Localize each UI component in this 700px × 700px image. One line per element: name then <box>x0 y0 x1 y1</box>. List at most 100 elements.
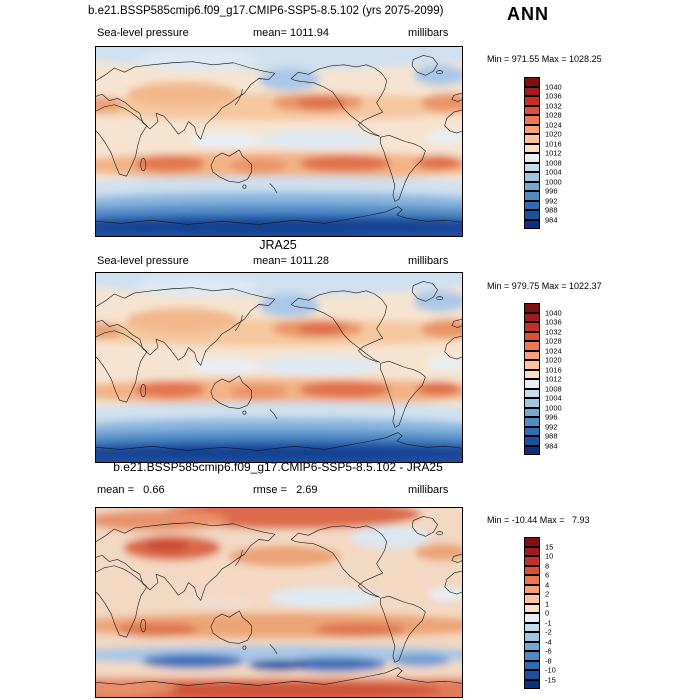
colorbar-box <box>524 546 540 556</box>
colorbar-box <box>524 115 540 125</box>
colorbar-tick-label: 984 <box>545 441 558 450</box>
colorbar-tick-label: -2 <box>545 627 552 637</box>
colorbar-box <box>524 388 540 398</box>
colorbar-tick-label: 1032 <box>545 101 562 110</box>
colorbar-box <box>524 584 540 594</box>
case-title: b.e21.BSSP585cmip6.f09_g17.CMIP6-SSP5-8.… <box>88 5 444 17</box>
colorbar-box <box>524 603 540 613</box>
colorbar-tick-label: 996 <box>545 186 558 196</box>
colorbar-tick-label: 8 <box>545 561 550 570</box>
colorbar-tick-label: -8 <box>545 656 552 665</box>
colorbar-box <box>524 594 540 604</box>
colorbar-box <box>524 219 540 229</box>
colorbar-tick-label: 1032 <box>545 327 562 336</box>
colorbar-tick-label: -10 <box>545 665 556 675</box>
p1-field-label: Sea-level pressure <box>97 27 189 39</box>
colorbar-tick-label: 1024 <box>545 346 562 355</box>
colorbar-box <box>524 651 540 661</box>
colorbar-box <box>524 105 540 115</box>
colorbar-box <box>524 670 540 680</box>
colorbar-tick-label: 1012 <box>545 374 562 384</box>
colorbar-tick-label: 988 <box>545 431 558 441</box>
colorbar-box <box>524 181 540 191</box>
colorbar-tick-label: 1008 <box>545 158 562 167</box>
p2-field-label: Sea-level pressure <box>97 255 189 267</box>
colorbar-box <box>524 436 540 446</box>
colorbar-box <box>524 303 540 313</box>
colorbar-box <box>524 407 540 417</box>
colorbar-box <box>524 556 540 566</box>
colorbar-tick-label: 1020 <box>545 355 562 365</box>
colorbar-tick-label: 6 <box>545 570 550 580</box>
p3-rmse-label: rmse = 2.69 <box>253 484 318 496</box>
colorbar-box <box>524 77 540 87</box>
colorbar-box <box>524 679 540 689</box>
p2-mean-label: mean= 1011.28 <box>253 255 329 267</box>
obs-slp-map <box>95 272 463 463</box>
colorbar-box <box>524 191 540 201</box>
p2-minmax: Min = 979.75 Max = 1022.37 <box>487 281 602 291</box>
p1-units-label: millibars <box>408 27 449 39</box>
colorbar-box <box>524 426 540 436</box>
colorbar-tick-label: 1004 <box>545 167 562 177</box>
colorbar-tick-label: 984 <box>545 215 558 224</box>
colorbar-tick-label: 1040 <box>545 308 562 317</box>
colorbar-box <box>524 341 540 351</box>
colorbar-tick-label: 1028 <box>545 336 562 346</box>
colorbar-box <box>524 369 540 379</box>
colorbar-tick-label: -4 <box>545 637 552 646</box>
colorbar-tick-label: 15 <box>545 542 554 551</box>
colorbar-tick-label: 1 <box>545 599 550 608</box>
colorbar-tick-label: 4 <box>545 580 550 589</box>
colorbar-box <box>524 312 540 322</box>
colorbar-box <box>524 200 540 210</box>
colorbar-box <box>524 134 540 144</box>
colorbar-box <box>524 322 540 332</box>
colorbar-box <box>524 613 540 623</box>
p1-mean-label: mean= 1011.94 <box>253 27 329 39</box>
colorbar-box <box>524 575 540 585</box>
obs-colorbar: 1040 1036 1032 1028 1024 1020 1016 1012 1008 1004… <box>524 303 562 455</box>
colorbar-tick-label: 1020 <box>545 129 562 139</box>
colorbar-box <box>524 124 540 134</box>
p2-units-label: millibars <box>408 255 449 267</box>
colorbar-tick-label: 1012 <box>545 148 562 158</box>
model-colorbar: 1040 1036 1032 1028 1024 1020 1016 1012 1008 1004… <box>524 77 562 229</box>
diff-map <box>95 507 463 698</box>
colorbar-tick-label: 1036 <box>545 91 562 101</box>
colorbar-box <box>524 210 540 220</box>
p3-units-label: millibars <box>408 484 449 496</box>
colorbar-box <box>524 331 540 341</box>
colorbar-box <box>524 641 540 651</box>
colorbar-tick-label: 1024 <box>545 120 562 129</box>
colorbar-tick-label: 988 <box>545 205 558 215</box>
colorbar-box <box>524 398 540 408</box>
colorbar-tick-label: 1004 <box>545 393 562 403</box>
p3-minmax: Min = -10.44 Max = 7.93 <box>487 515 590 525</box>
colorbar-box <box>524 162 540 172</box>
colorbar-box <box>524 379 540 389</box>
colorbar-box <box>524 622 540 632</box>
colorbar-tick-label: -1 <box>545 618 552 627</box>
p2-title: JRA25 <box>259 238 297 252</box>
colorbar-tick-label: 2 <box>545 589 550 599</box>
colorbar-tick-label: 992 <box>545 422 558 431</box>
colorbar-tick-label: -15 <box>545 675 556 684</box>
colorbar-box <box>524 172 540 182</box>
season-label: ANN <box>507 4 549 24</box>
colorbar-tick-label: 1000 <box>545 177 562 186</box>
colorbar-tick-label: 1028 <box>545 110 562 120</box>
colorbar-tick-label: 10 <box>545 551 554 561</box>
colorbar-tick-label: 1008 <box>545 384 562 393</box>
p3-mean-label: mean = 0.66 <box>97 484 165 496</box>
colorbar-box <box>524 660 540 670</box>
colorbar-box <box>524 632 540 642</box>
colorbar-box <box>524 96 540 106</box>
colorbar-box <box>524 153 540 163</box>
colorbar-tick-label: 1016 <box>545 365 562 374</box>
colorbar-box <box>524 350 540 360</box>
colorbar-box <box>524 565 540 575</box>
colorbar-tick-label: 1016 <box>545 139 562 148</box>
colorbar-tick-label: 992 <box>545 196 558 205</box>
colorbar-box <box>524 143 540 153</box>
